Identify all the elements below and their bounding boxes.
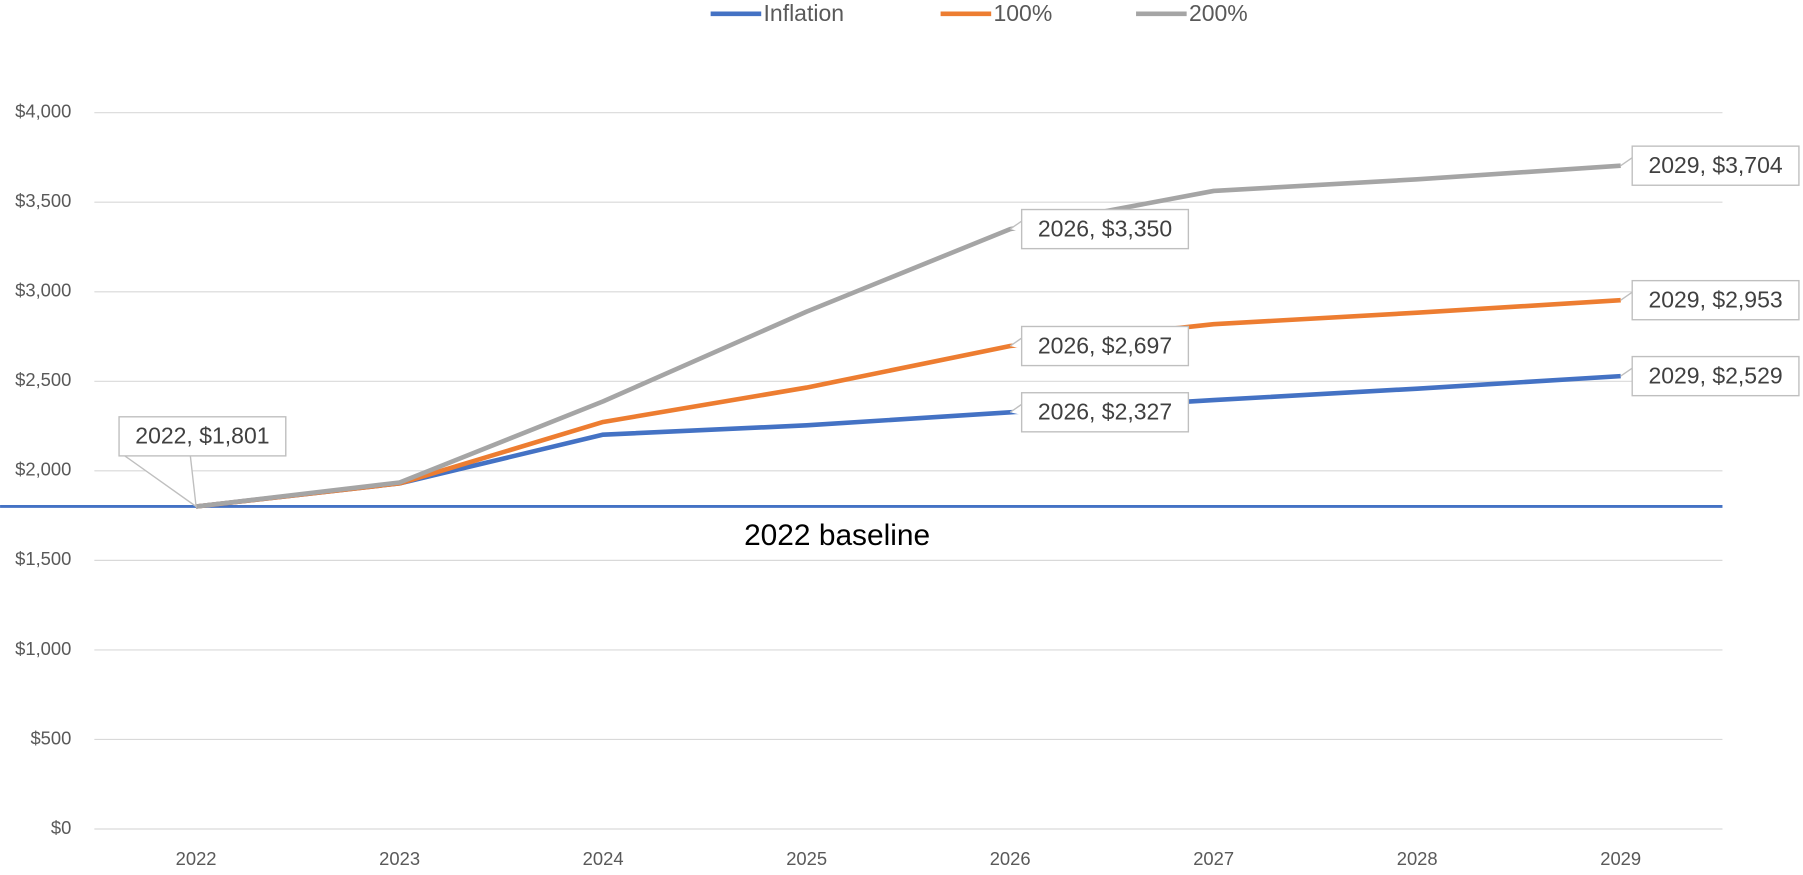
x-tick-label: 2025 [786, 848, 827, 869]
x-tick-label: 2029 [1600, 848, 1641, 869]
data-label: 2029, $3,704 [1648, 152, 1782, 178]
x-tick-label: 2026 [990, 848, 1031, 869]
data-label: 2026, $2,327 [1038, 399, 1172, 425]
y-tick-label: $0 [51, 817, 71, 838]
label-box [118, 416, 287, 457]
legend-label: Inflation [764, 0, 845, 26]
label-box [1631, 145, 1800, 186]
label-box [1020, 208, 1190, 250]
label-box [1020, 392, 1190, 433]
legend-label: 100% [993, 0, 1052, 26]
label-box [1020, 325, 1190, 367]
y-tick-label: $2,500 [15, 369, 71, 390]
x-tick-label: 2024 [583, 848, 624, 869]
baseline-label: 2022 baseline [744, 519, 930, 552]
label-box [1631, 279, 1800, 321]
y-tick-label: $500 [30, 727, 71, 748]
y-tick-label: $4,000 [15, 101, 71, 122]
x-tick-label: 2023 [379, 848, 420, 869]
x-tick-label: 2028 [1397, 848, 1438, 869]
label-box [1631, 355, 1800, 397]
series-line [195, 297, 1621, 509]
label-leader [124, 455, 197, 508]
y-tick-label: $2,000 [15, 459, 71, 480]
data-label: 2026, $2,697 [1038, 332, 1172, 358]
y-tick-label: $3,500 [15, 190, 71, 211]
x-tick-label: 2027 [1193, 848, 1234, 869]
data-label: 2026, $3,350 [1038, 215, 1172, 241]
legend-label: 200% [1189, 0, 1248, 26]
series-line [195, 163, 1621, 509]
series-line [195, 373, 1621, 509]
y-tick-label: $1,500 [15, 548, 71, 569]
data-label: 2029, $2,529 [1648, 362, 1782, 388]
data-label: 2022, $1,801 [135, 423, 269, 449]
data-label: 2029, $2,953 [1648, 286, 1782, 312]
y-tick-label: $3,000 [15, 280, 71, 301]
y-tick-label: $1,000 [15, 638, 71, 659]
x-tick-label: 2022 [176, 848, 217, 869]
